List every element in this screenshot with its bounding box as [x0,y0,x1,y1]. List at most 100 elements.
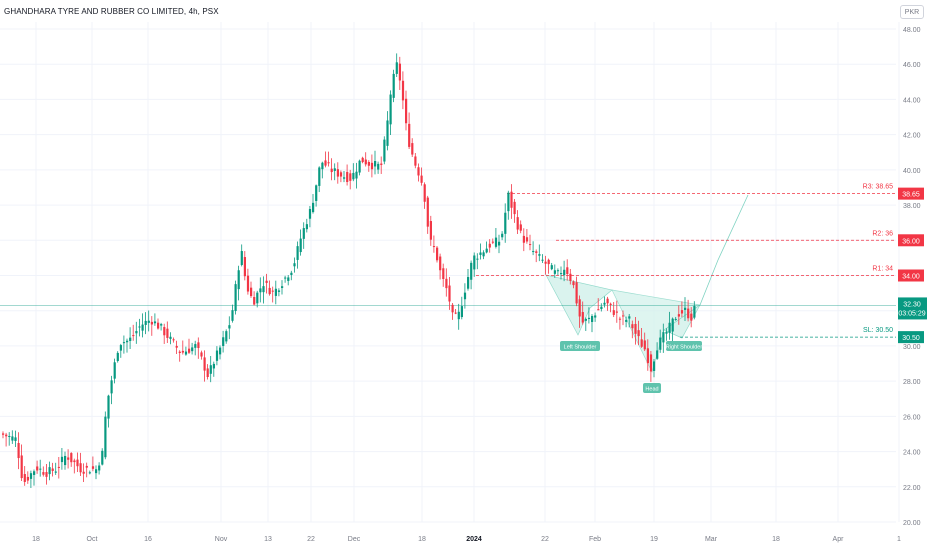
candle-body [392,73,395,98]
candle-body [203,357,206,371]
candle-body [504,212,507,234]
candle-body [26,476,29,481]
y-tick-label: 20.00 [903,520,921,527]
candle-body [110,380,113,394]
candle-body [228,325,231,329]
currency-button[interactable]: PKR [900,5,924,19]
level-lines: R3: 38.65 R2: 36 R1: 34 SL: 30.50 [0,184,896,338]
candle-body [389,94,392,125]
candle-body [153,321,157,324]
candle-body [339,172,343,177]
candle-body [290,272,293,275]
candle-body [584,318,587,321]
candle-body [398,63,401,81]
candle-body [367,162,370,166]
candle-body [42,472,45,475]
candle-body [299,238,302,253]
candle-body [197,342,200,348]
x-tick-label: 13 [264,536,272,543]
candle-body [569,273,572,281]
candle-body [631,324,634,329]
candle-body [315,185,318,201]
candle-body [23,474,26,482]
candle-body [405,98,408,124]
level-tag-value: 34.00 [902,274,920,281]
candle-body [219,347,222,355]
candle-body [677,314,680,317]
y-tick-label: 28.00 [903,379,921,386]
candle-body [395,62,398,74]
candle-body [277,290,281,292]
candle-body [107,395,110,419]
pattern-labels: Left Shoulder Head Right Shoulder [560,341,702,393]
x-axis: 18 Oct 16 Nov 13 22 Dec 18 2024 22 Feb 19 Mar 18 Apr 1 [32,536,901,543]
candle-body [284,277,287,279]
level-tag [898,187,924,200]
candle-body [560,273,563,275]
x-tick-label: 2024 [466,536,482,543]
pattern-label: Right Shoulder [666,345,703,351]
candle-body [442,268,445,280]
candle-body [473,255,476,270]
candle-body [91,466,95,469]
candle-body [60,456,64,463]
candle-body [246,275,250,292]
candle-body [535,251,538,253]
pattern-label: Left Shoulder [564,345,597,351]
candle-body [150,321,153,325]
candle-body [64,455,67,466]
candle-body [423,184,426,202]
candle-body [414,156,417,166]
candle-body [370,162,374,170]
x-tick-label: Apr [833,536,845,543]
level-label: R3: 38.65 [863,184,893,191]
candle-body [240,251,243,265]
candle-body [411,143,414,155]
candle-body [668,322,671,333]
candle-body [671,318,674,332]
x-tick-label: 18 [772,536,780,543]
candle-body [544,261,547,264]
candle-body [305,224,308,230]
candle-body [17,442,20,459]
candle-body [637,330,640,337]
candle-body [330,168,333,173]
candle-body [346,171,349,183]
candle-body [206,368,209,377]
y-tick-label: 40.00 [903,168,921,175]
candle-body [439,256,442,271]
candle-body [482,252,485,257]
candle-body [336,169,339,177]
candle-body [327,162,330,164]
level-tag [898,234,924,247]
candle-body [85,465,88,468]
level-label: R1: 34 [872,266,893,273]
level-tag [898,269,924,282]
x-tick-label: 18 [32,536,40,543]
x-tick-label: 1 [897,536,901,543]
candle-body [507,192,510,212]
candle-body [160,324,163,326]
symbol-title: GHANDHARA TYRE AND RUBBER CO LIMITED, 4h… [4,7,219,16]
candle-body [448,285,451,302]
last-price-countdown: 03:05:29 [898,310,925,317]
candle-body [274,288,277,296]
candle-body [640,339,643,347]
candle-body [401,80,405,101]
candle-body [659,337,662,350]
candle-body [656,350,659,359]
candle-body [2,433,5,435]
candle-body [259,288,262,293]
candle-body [256,292,259,304]
candle-body [386,120,389,146]
candle-body [622,315,625,317]
candle-body [467,277,470,289]
candle-body [200,352,203,357]
level-label: SL: 30.50 [863,327,893,334]
x-tick-label: Oct [87,536,98,543]
candle-body [532,251,535,253]
candle-body [494,237,498,247]
candle-body [5,434,8,437]
candle-body [45,472,48,477]
